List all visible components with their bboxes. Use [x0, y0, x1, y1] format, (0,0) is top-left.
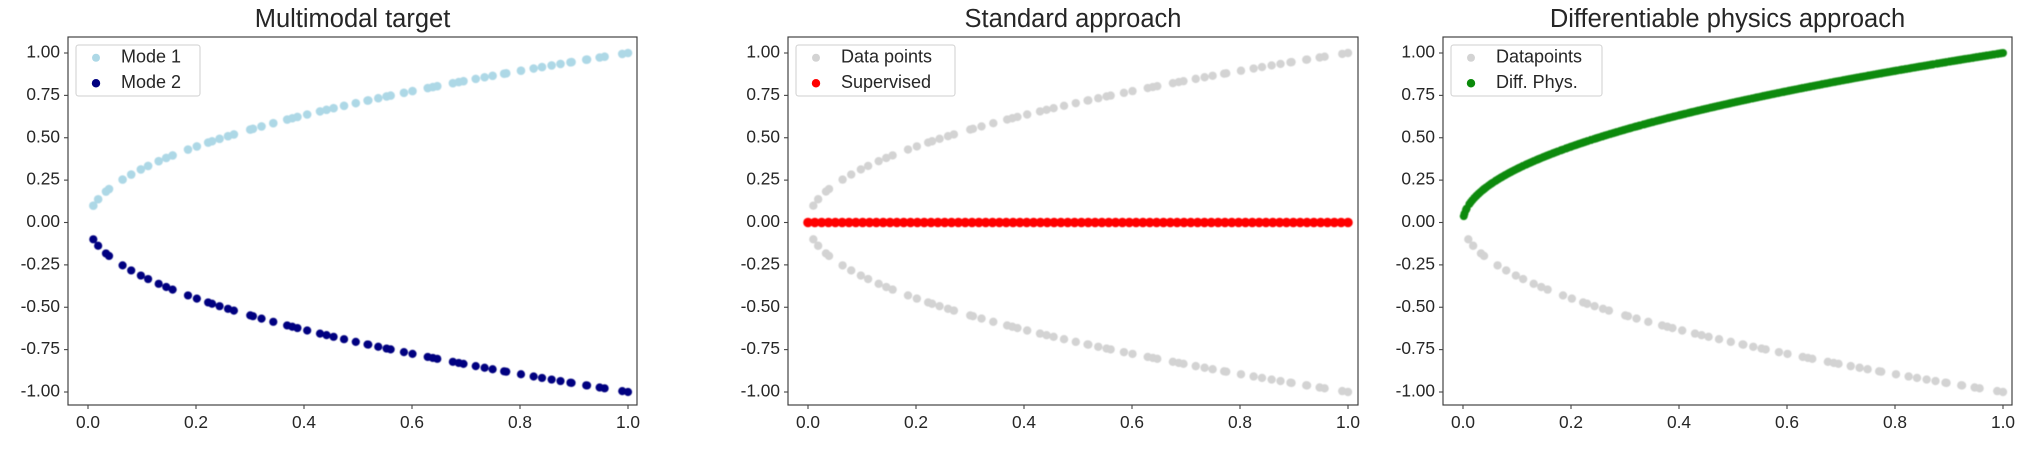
svg-text:0.2: 0.2 — [904, 412, 928, 432]
svg-text:-0.25: -0.25 — [21, 253, 60, 273]
svg-text:-0.25: -0.25 — [741, 253, 780, 273]
svg-text:0.8: 0.8 — [508, 412, 532, 432]
svg-text:0.75: 0.75 — [26, 84, 60, 104]
svg-text:0.4: 0.4 — [1667, 412, 1691, 432]
svg-text:0.75: 0.75 — [746, 84, 780, 104]
svg-text:0.6: 0.6 — [1775, 412, 1799, 432]
svg-text:0.0: 0.0 — [1451, 412, 1475, 432]
svg-text:Mode 1: Mode 1 — [121, 47, 181, 67]
svg-text:0.2: 0.2 — [1559, 412, 1583, 432]
svg-text:0.4: 0.4 — [1012, 412, 1036, 432]
svg-text:-1.00: -1.00 — [21, 381, 60, 401]
svg-text:Diff. Phys.: Diff. Phys. — [1496, 72, 1578, 92]
svg-text:1.0: 1.0 — [1991, 412, 2015, 432]
svg-text:0.8: 0.8 — [1883, 412, 1907, 432]
svg-text:Standard approach: Standard approach — [965, 5, 1182, 33]
svg-text:Differentiable physics approac: Differentiable physics approach — [1550, 5, 1905, 33]
svg-text:0.25: 0.25 — [26, 169, 60, 189]
svg-text:0.50: 0.50 — [1401, 126, 1435, 146]
svg-text:0.25: 0.25 — [1401, 169, 1435, 189]
svg-text:0.00: 0.00 — [1401, 211, 1435, 231]
svg-text:1.00: 1.00 — [26, 42, 60, 62]
svg-text:1.0: 1.0 — [1336, 412, 1360, 432]
svg-text:1.0: 1.0 — [616, 412, 640, 432]
svg-text:-0.75: -0.75 — [741, 338, 780, 358]
svg-text:0.00: 0.00 — [746, 211, 780, 231]
svg-text:0.25: 0.25 — [746, 169, 780, 189]
svg-text:0.2: 0.2 — [184, 412, 208, 432]
svg-text:0.75: 0.75 — [1401, 84, 1435, 104]
svg-text:Mode 2: Mode 2 — [121, 72, 181, 92]
svg-text:-0.50: -0.50 — [21, 296, 60, 316]
svg-text:Datapoints: Datapoints — [1496, 47, 1582, 67]
svg-text:1.00: 1.00 — [746, 42, 780, 62]
svg-text:0.8: 0.8 — [1228, 412, 1252, 432]
svg-text:-1.00: -1.00 — [741, 381, 780, 401]
svg-text:0.4: 0.4 — [292, 412, 316, 432]
svg-text:0.50: 0.50 — [746, 126, 780, 146]
svg-text:0.6: 0.6 — [1120, 412, 1144, 432]
svg-text:0.0: 0.0 — [76, 412, 100, 432]
svg-text:-1.00: -1.00 — [1396, 381, 1435, 401]
svg-text:0.6: 0.6 — [400, 412, 424, 432]
svg-text:-0.50: -0.50 — [1396, 296, 1435, 316]
svg-text:-0.75: -0.75 — [21, 338, 60, 358]
svg-text:-0.25: -0.25 — [1396, 253, 1435, 273]
svg-text:Multimodal target: Multimodal target — [255, 5, 451, 33]
svg-text:-0.75: -0.75 — [1396, 338, 1435, 358]
svg-text:0.0: 0.0 — [796, 412, 820, 432]
svg-text:Data points: Data points — [841, 47, 932, 67]
svg-text:0.00: 0.00 — [26, 211, 60, 231]
svg-text:1.00: 1.00 — [1401, 42, 1435, 62]
svg-text:-0.50: -0.50 — [741, 296, 780, 316]
svg-text:Supervised: Supervised — [841, 72, 931, 92]
svg-text:0.50: 0.50 — [26, 126, 60, 146]
